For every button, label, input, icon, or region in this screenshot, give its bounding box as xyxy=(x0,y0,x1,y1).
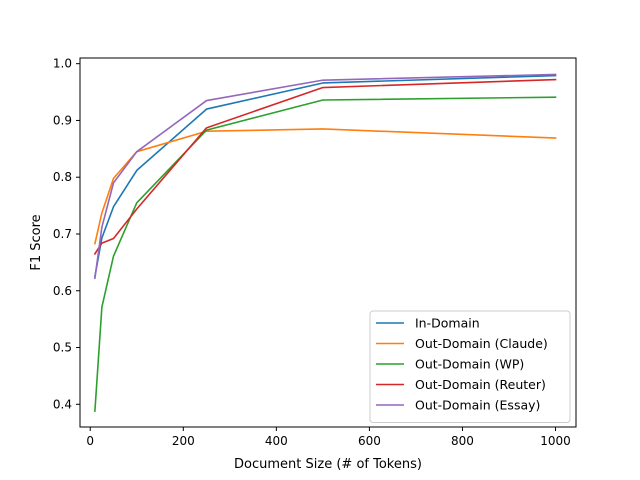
y-axis-ticks: 0.4 0.5 0.6 0.7 0.8 0.9 1.0 xyxy=(53,57,80,411)
legend-box xyxy=(369,310,571,423)
y-tick-label: 0.8 xyxy=(53,170,72,184)
y-tick-label: 1.0 xyxy=(53,57,72,71)
legend-label: In-Domain xyxy=(415,316,480,331)
y-tick-label: 0.4 xyxy=(53,397,72,411)
y-tick-label: 0.7 xyxy=(53,227,72,241)
series-line-0 xyxy=(93,74,557,278)
legend: In-Domain Out-Domain (Claude) Out-Domain (… xyxy=(369,310,571,423)
legend-label: Out-Domain (WP) xyxy=(415,357,524,372)
x-axis-label: Document Size (# of Tokens) xyxy=(234,457,422,472)
x-tick-label: 0 xyxy=(86,434,94,448)
y-tick-label: 0.9 xyxy=(53,113,72,127)
plot-frame xyxy=(79,57,577,428)
legend-label: Out-Domain (Reuter) xyxy=(415,377,546,392)
y-tick-label: 0.5 xyxy=(53,341,72,355)
series-line-4 xyxy=(93,73,557,280)
x-tick-label: 800 xyxy=(451,434,474,448)
x-tick-label: 1000 xyxy=(540,434,571,448)
series-line-3 xyxy=(93,78,557,255)
legend-label: Out-Domain (Essay) xyxy=(415,398,540,413)
series-line-2 xyxy=(94,96,557,412)
y-axis-label: F1 Score xyxy=(29,214,44,270)
series-layer xyxy=(93,73,557,412)
legend-label: Out-Domain (Claude) xyxy=(415,336,548,351)
x-tick-label: 200 xyxy=(172,434,195,448)
x-tick-label: 400 xyxy=(265,434,288,448)
y-tick-label: 0.6 xyxy=(53,284,72,298)
x-tick-label: 600 xyxy=(358,434,381,448)
x-axis-ticks: 0 200 400 600 800 1000 xyxy=(86,427,571,448)
